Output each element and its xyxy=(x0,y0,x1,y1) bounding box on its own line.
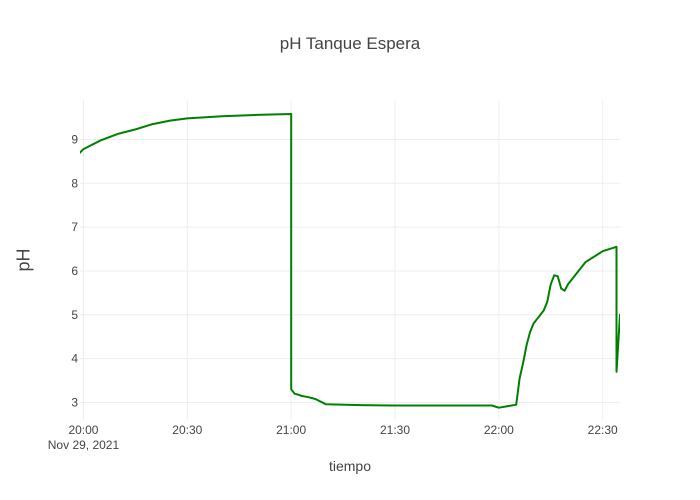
y-tick-label: 9 xyxy=(71,132,78,146)
x-tick-label: 22:30 xyxy=(588,423,618,437)
y-tick-label: 6 xyxy=(71,264,78,278)
y-tick-label: 7 xyxy=(71,220,78,234)
x-tick-label: 20:00 xyxy=(68,423,98,437)
y-tick-label: 5 xyxy=(71,308,78,322)
y-tick-label: 8 xyxy=(71,176,78,190)
chart-title: pH Tanque Espera xyxy=(279,34,421,53)
x-date-label: Nov 29, 2021 xyxy=(48,438,120,452)
y-tick-label: 4 xyxy=(71,352,78,366)
x-tick-label: 20:30 xyxy=(172,423,202,437)
axis-ticks: 3 4 5 6 7 8 9 20:00 20:30 21:00 21:30 22:00 22:30 Nov… xyxy=(48,132,618,452)
grid-lines xyxy=(80,100,620,420)
y-tick-label: 3 xyxy=(71,395,78,409)
x-tick-label: 22:00 xyxy=(484,423,514,437)
series-line xyxy=(80,113,620,409)
x-tick-label: 21:00 xyxy=(276,423,306,437)
series-layer xyxy=(80,113,620,409)
x-tick-label: 21:30 xyxy=(380,423,410,437)
x-axis-label: tiempo xyxy=(328,458,372,474)
